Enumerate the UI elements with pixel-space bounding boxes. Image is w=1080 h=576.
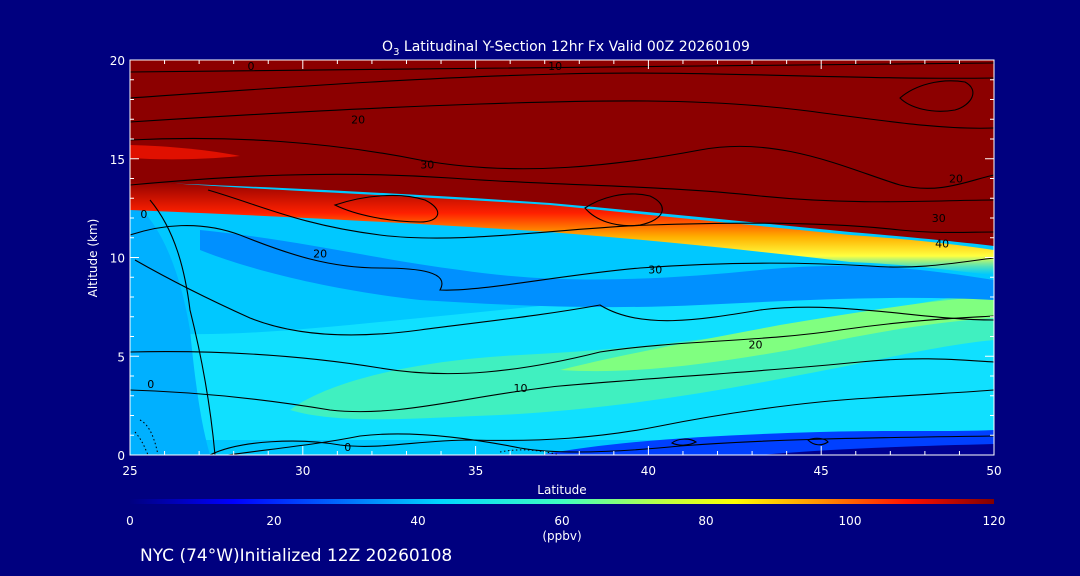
contour-label: 0 (140, 208, 147, 221)
x-tick-label: 35 (468, 464, 483, 478)
y-tick-label: 15 (110, 153, 125, 167)
field-band-red-streak (130, 145, 240, 160)
colorbar-ticks: 0 20 40 60 80 100 120 (126, 514, 1005, 528)
colorbar-units: (ppbv) (542, 529, 581, 543)
colorbar-tick-label: 20 (266, 514, 281, 528)
contour-label: 10 (548, 60, 562, 73)
colorbar-tick-label: 120 (983, 514, 1006, 528)
y-tick-label: 10 (110, 252, 125, 266)
contour-label: 0 (147, 378, 154, 391)
colorbar-tick-label: 80 (698, 514, 713, 528)
plot-area: 0 10 20 30 20 30 40 0 20 30 20 10 0 0 (130, 60, 994, 455)
contour-label: 20 (749, 338, 763, 351)
y-tick-label: 20 (110, 54, 125, 68)
axes: 25 30 35 40 45 50 0 5 10 15 20 (110, 54, 1002, 478)
y-tick-label: 5 (117, 350, 125, 364)
field-stratosphere (130, 60, 994, 246)
contour-lines-dotted (134, 419, 561, 455)
colorbar: 0 20 40 60 80 100 120 (ppbv) (126, 499, 1005, 543)
contour-label: 0 (247, 60, 254, 73)
field-band-surface-dark (760, 444, 994, 455)
x-tick-label: 25 (122, 464, 137, 478)
contour-label: 40 (935, 238, 949, 251)
x-tick-label: 30 (295, 464, 310, 478)
colorbar-tick-label: 40 (410, 514, 425, 528)
y-tick-label: 0 (117, 449, 125, 463)
contour-label: 30 (420, 159, 434, 172)
colorbar-tick-label: 100 (839, 514, 862, 528)
contour-labels: 0 10 20 30 20 30 40 0 20 30 20 10 0 0 (140, 60, 963, 454)
contour-label: 20 (351, 113, 365, 126)
colorbar-tick-label: 0 (126, 514, 134, 528)
field-tropopause (130, 180, 994, 275)
contour-label: 20 (949, 173, 963, 186)
contour-label: 20 (313, 248, 327, 261)
footer-initialized: NYC (74°W)Initialized 12Z 20260108 (140, 546, 452, 566)
y-axis-title: Altitude (km) (86, 219, 100, 298)
field-band-lime (560, 296, 994, 372)
contour-label: 10 (514, 382, 528, 395)
x-tick-label: 40 (641, 464, 656, 478)
x-tick-label: 45 (814, 464, 829, 478)
x-tick-label: 50 (986, 464, 1001, 478)
contour-label: 30 (932, 212, 946, 225)
chart-title: O3 Latitudinal Y-Section 12hr Fx Valid 0… (382, 39, 750, 58)
x-axis-title: Latitude (537, 483, 586, 497)
colorbar-tick-label: 60 (554, 514, 569, 528)
contour-label: 0 (344, 441, 351, 454)
colorbar-gradient (130, 499, 994, 504)
field-band-blue (200, 230, 994, 308)
contour-label: 30 (648, 263, 662, 276)
contour-lines (130, 62, 994, 455)
